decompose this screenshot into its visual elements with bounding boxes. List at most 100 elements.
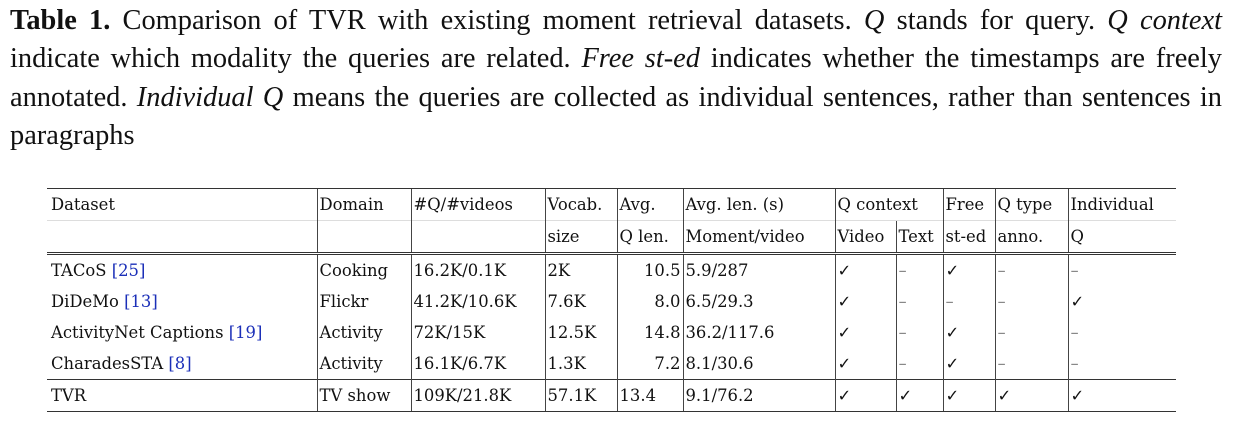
citation-link[interactable]: [13]: [124, 292, 158, 311]
header2-dataset: [47, 220, 317, 254]
header-avg-len: Avg. len. (s): [682, 188, 835, 221]
citation-link[interactable]: [19]: [228, 323, 263, 342]
header-avg: Avg.: [616, 188, 683, 221]
caption-sentence-3: indicate which modality the queries are …: [10, 43, 571, 75]
header-dataset: Dataset: [47, 188, 317, 221]
header-row-1: Dataset Domain #Q/#videos Vocab. Avg. Av…: [47, 188, 1176, 221]
header-vocab: Vocab.: [544, 188, 617, 221]
citation-link[interactable]: [8]: [168, 354, 192, 373]
table-row: ActivityNet Captions [19] Activity 72K/1…: [47, 317, 1176, 348]
cell-dataset: CharadesSTA [8]: [47, 348, 317, 380]
cell-domain: Flickr: [316, 286, 411, 317]
cell-q-videos: 72K/15K: [410, 317, 545, 348]
caption-free-st-ed: Free st-ed: [581, 43, 700, 75]
header2-st-ed: st-ed: [942, 220, 995, 254]
cell-free: ✓: [942, 348, 995, 380]
header-q-context: Q context: [834, 188, 943, 221]
header2-q-len: Q len.: [616, 220, 683, 254]
cell-moment-video: 6.5/29.3: [682, 286, 835, 317]
cell-individual: ✓: [1067, 286, 1176, 317]
dataset-name: TVR: [51, 386, 87, 405]
cell-video: ✓: [834, 252, 896, 286]
cell-text: –: [895, 348, 943, 380]
header2-vocab-size: size: [544, 220, 617, 254]
cell-individual: ✓: [1067, 379, 1176, 412]
cell-domain: TV show: [316, 379, 411, 412]
cell-q-len: 14.8: [616, 317, 683, 348]
cell-free: ✓: [942, 317, 995, 348]
dataset-name: DiDeMo: [51, 292, 119, 311]
cell-video: ✓: [834, 286, 896, 317]
cell-q-type: ✓: [994, 379, 1068, 412]
cell-vocab: 57.1K: [544, 379, 617, 412]
header-domain: Domain: [316, 188, 411, 221]
cell-dataset: ActivityNet Captions [19]: [47, 317, 317, 348]
header-individual: Individual: [1067, 188, 1176, 221]
cell-dataset: TVR: [47, 379, 317, 412]
table-row: TACoS [25] Cooking 16.2K/0.1K 2K 10.5 5.…: [47, 252, 1176, 286]
table-row: DiDeMo [13] Flickr 41.2K/10.6K 7.6K 8.0 …: [47, 286, 1176, 317]
cell-video: ✓: [834, 317, 896, 348]
caption-q: Q: [863, 5, 885, 36]
header-q-videos: #Q/#videos: [410, 188, 545, 221]
caption-sentence-4: indicates whether the timestamps are fre…: [10, 43, 1222, 113]
table-row: TVR TV show 109K/21.8K 57.1K 13.4 9.1/76…: [47, 379, 1176, 412]
cell-q-videos: 41.2K/10.6K: [410, 286, 545, 317]
cell-domain: Activity: [316, 348, 411, 380]
header-free: Free: [942, 188, 995, 221]
cell-moment-video: 9.1/76.2: [682, 379, 835, 412]
caption-q-context: Q context: [1107, 5, 1222, 36]
caption-individual-q: Individual Q: [136, 81, 284, 113]
cell-q-len: 8.0: [616, 286, 683, 317]
table-caption: Table 1. Comparison of TVR with existing…: [10, 2, 1222, 156]
dataset-name: CharadesSTA: [51, 354, 164, 373]
cell-individual: –: [1067, 317, 1176, 348]
caption-label: Table 1.: [10, 5, 111, 36]
header-q-type: Q type: [994, 188, 1068, 221]
cell-q-videos: 109K/21.8K: [410, 379, 545, 412]
cell-q-videos: 16.2K/0.1K: [410, 252, 545, 286]
header2-text: Text: [895, 220, 943, 254]
cell-q-len: 13.4: [616, 379, 683, 412]
cell-free: ✓: [942, 252, 995, 286]
caption-sentence-5: means the queries are collected as indiv…: [10, 81, 1223, 152]
cell-q-len: 10.5: [616, 252, 683, 286]
cell-text: –: [895, 317, 943, 348]
cell-q-type: –: [994, 348, 1068, 380]
cell-q-videos: 16.1K/6.7K: [410, 348, 545, 380]
cell-video: ✓: [834, 379, 896, 412]
cell-text: –: [895, 252, 943, 286]
cell-domain: Cooking: [316, 252, 411, 286]
cell-individual: –: [1067, 252, 1176, 286]
caption-sentence-2: stands for query.: [896, 5, 1096, 36]
citation-link[interactable]: [25]: [111, 261, 146, 280]
cell-q-type: –: [994, 317, 1068, 348]
cell-q-type: –: [994, 286, 1068, 317]
cell-domain: Activity: [316, 317, 411, 348]
header2-anno: anno.: [994, 220, 1068, 254]
caption-sentence-1: Comparison of TVR with existing moment r…: [122, 5, 852, 36]
header2-domain: [316, 220, 411, 254]
header2-q-videos: [410, 220, 545, 254]
cell-q-type: –: [994, 252, 1068, 286]
cell-text: ✓: [895, 379, 943, 412]
header2-q: Q: [1067, 220, 1176, 254]
table-row: CharadesSTA [8] Activity 16.1K/6.7K 1.3K…: [47, 348, 1176, 380]
cell-video: ✓: [834, 348, 896, 380]
cell-free: –: [942, 286, 995, 317]
cell-dataset: DiDeMo [13]: [47, 286, 317, 317]
cell-vocab: 2K: [544, 252, 617, 286]
dataset-name: ActivityNet Captions: [51, 323, 224, 342]
header-row-2: size Q len. Moment/video Video Text st-e…: [47, 220, 1176, 254]
header2-video: Video: [834, 220, 896, 254]
cell-moment-video: 8.1/30.6: [682, 348, 835, 380]
cell-q-len: 7.2: [616, 348, 683, 380]
header2-moment-video: Moment/video: [682, 220, 835, 254]
cell-moment-video: 5.9/287: [682, 252, 835, 286]
comparison-table: Dataset Domain #Q/#videos Vocab. Avg. Av…: [47, 188, 1176, 412]
cell-text: –: [895, 286, 943, 317]
cell-vocab: 12.5K: [544, 317, 617, 348]
cell-free: ✓: [942, 379, 995, 412]
cell-individual: –: [1067, 348, 1176, 380]
cell-vocab: 1.3K: [544, 348, 617, 380]
